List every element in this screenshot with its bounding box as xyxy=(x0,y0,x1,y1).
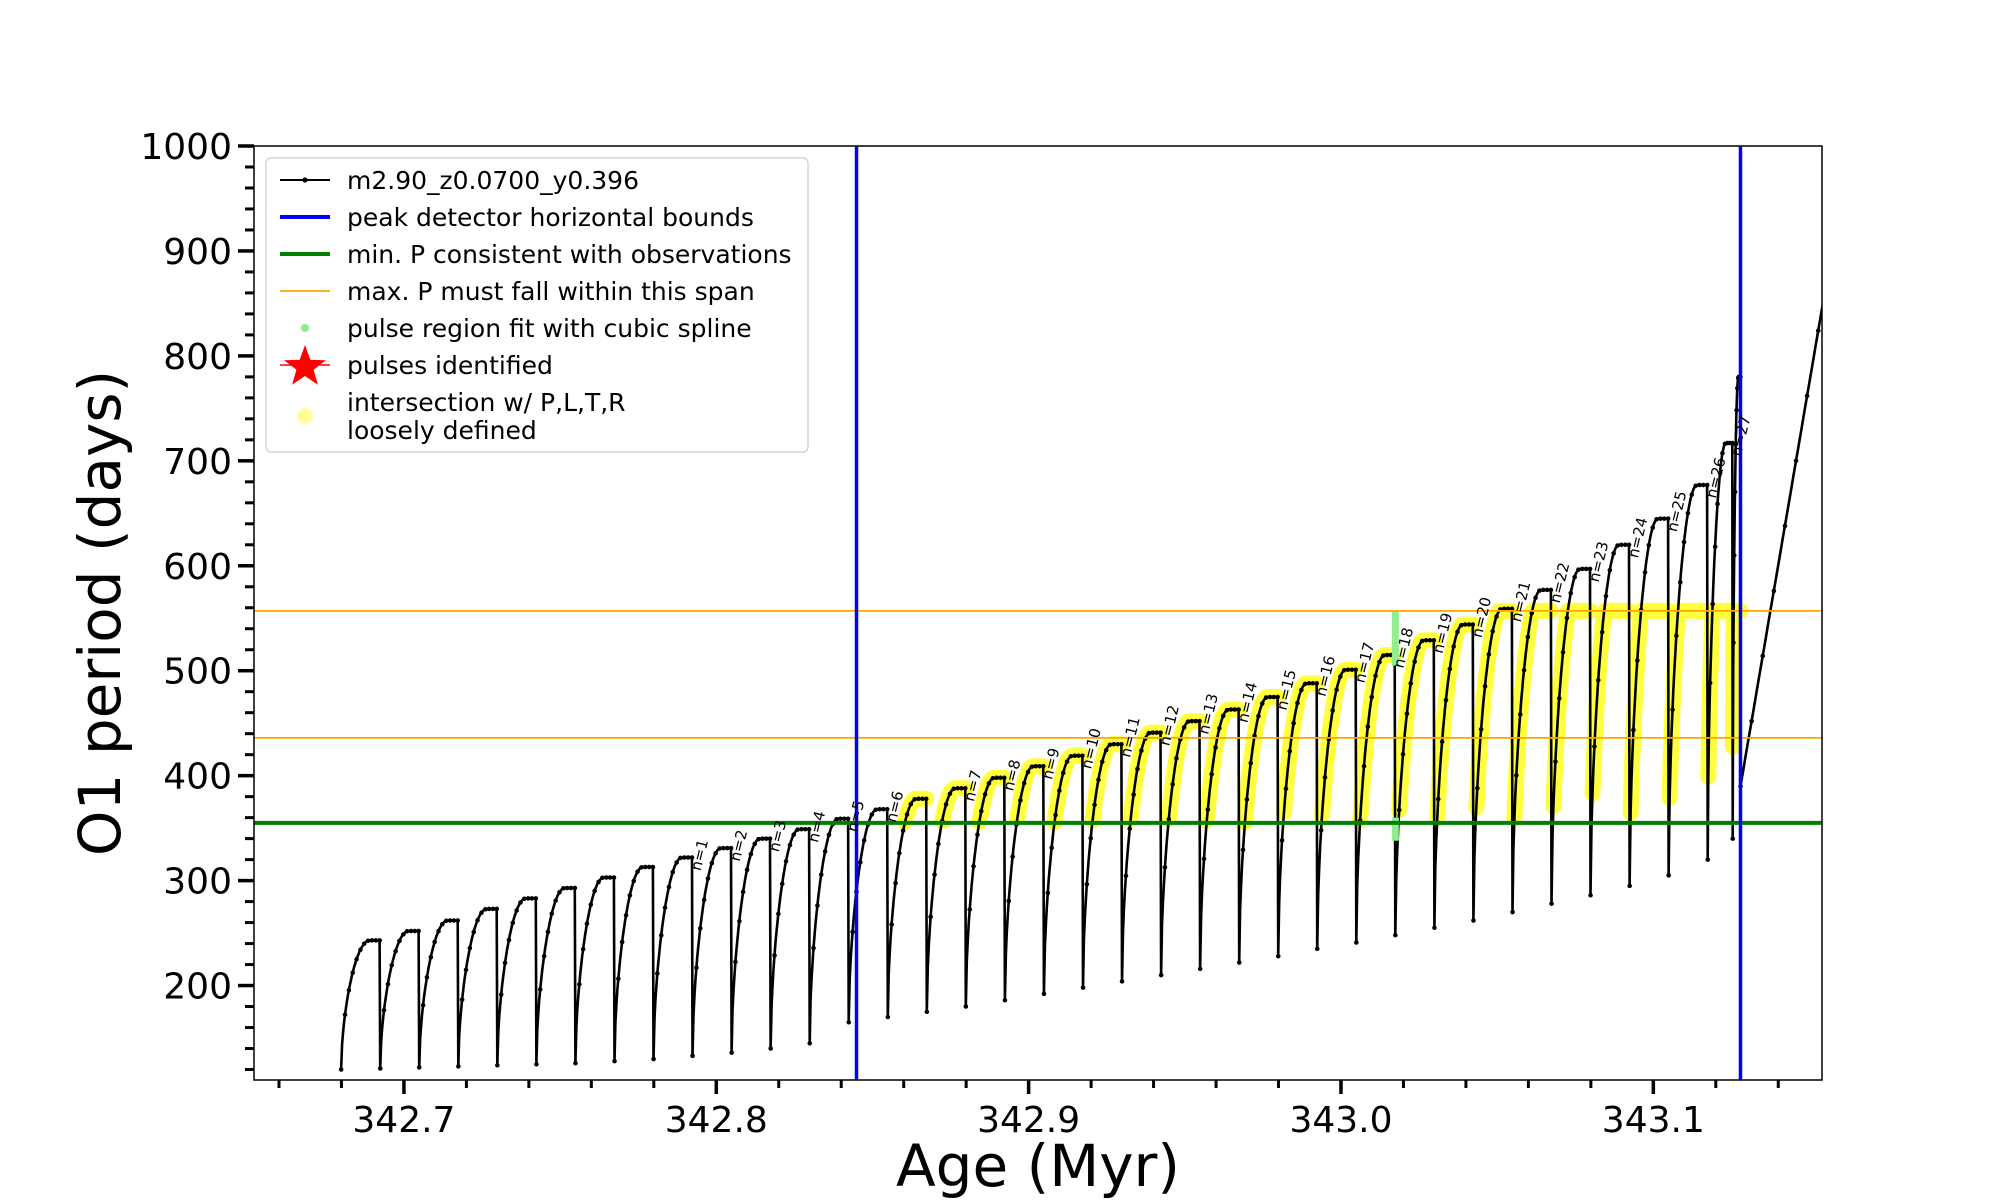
y-tick-label: 200 xyxy=(163,967,232,1008)
y-tick-label: 300 xyxy=(163,862,232,903)
y-axis-title: O1 period (days) xyxy=(66,370,134,856)
legend-label-0: m2.90_z0.0700_y0.396 xyxy=(347,166,639,195)
x-tick-label: 343.1 xyxy=(1602,1100,1705,1141)
pulse-label-n-27: n=27 xyxy=(1727,414,1754,458)
plot-frame xyxy=(253,145,1823,1081)
legend-swatch-spline-dot xyxy=(301,324,309,332)
x-tick-label: 342.7 xyxy=(352,1100,455,1141)
axes: 342.7 342.8 342.9 343.0 343.1 200 300 400 500 600… xyxy=(140,127,1780,1141)
y-tick-label: 500 xyxy=(163,652,232,693)
x-tick-label: 342.8 xyxy=(665,1100,768,1141)
legend-label-1: peak detector horizontal bounds xyxy=(347,203,754,232)
legend-label-6-line2: loosely defined xyxy=(347,416,537,445)
y-tick-label: 400 xyxy=(163,757,232,798)
x-tick-label: 343.0 xyxy=(1289,1100,1392,1141)
pulse-label-n-5: n=5 xyxy=(843,799,868,834)
legend-swatch-intersection xyxy=(297,408,313,424)
legend-swatch-star-icon xyxy=(284,345,326,385)
plot-area xyxy=(254,146,1822,1080)
legend-label-6: intersection w/ P,L,T,R xyxy=(347,388,626,417)
x-axis-title: Age (Myr) xyxy=(896,1132,1180,1200)
pulse-label-n-2: n=2 xyxy=(726,828,751,863)
legend-label-3: max. P must fall within this span xyxy=(347,277,755,306)
y-tick-label: 700 xyxy=(163,442,232,483)
legend-label-2: min. P consistent with observations xyxy=(347,240,792,269)
model-track-dots xyxy=(338,328,1821,1072)
y-tick-label: 1000 xyxy=(140,127,232,168)
pulse-label-n-4: n=4 xyxy=(804,809,829,844)
pulse-label-n-26: n=26 xyxy=(1702,456,1729,500)
legend-label-5: pulses identified xyxy=(347,351,553,380)
legend-swatch-track-dot xyxy=(302,177,308,183)
x-tick-label: 342.9 xyxy=(977,1100,1080,1141)
y-tick-label: 600 xyxy=(163,547,232,588)
legend-box xyxy=(265,157,809,453)
legend-label-4: pulse region fit with cubic spline xyxy=(347,314,752,343)
pulse-label-n-1: n=1 xyxy=(687,837,712,872)
y-tick-label: 800 xyxy=(163,337,232,378)
y-tick-label: 900 xyxy=(163,232,232,273)
